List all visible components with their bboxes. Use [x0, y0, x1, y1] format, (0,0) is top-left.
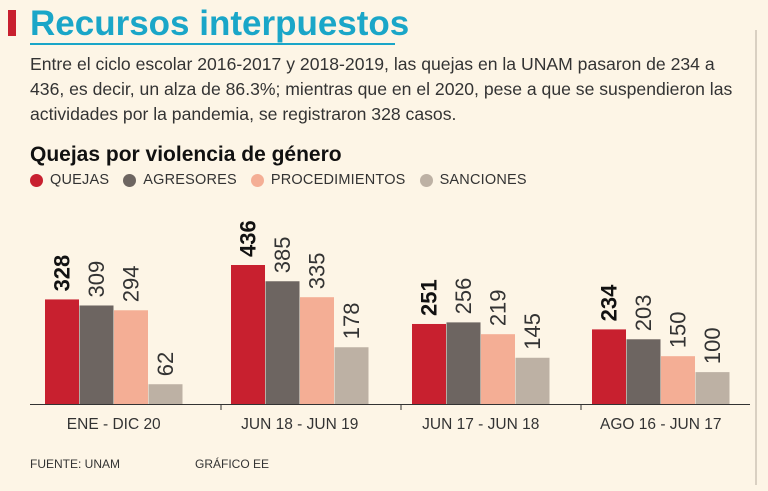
value-label-procedimientos-1: 335	[305, 252, 330, 289]
value-label-agresores-1: 385	[270, 237, 295, 274]
value-label-agresores-3: 203	[631, 295, 656, 332]
category-label-3: AGO 16 - JUN 17	[600, 416, 721, 433]
bar-quejas-0	[45, 299, 79, 404]
bar-procedimientos-2	[481, 334, 515, 404]
chart-title: Quejas por violencia de género	[30, 143, 342, 166]
bar-sanciones-1	[334, 347, 369, 404]
legend-label-agresores: AGRESORES	[143, 172, 237, 188]
value-label-quejas-1: 436	[236, 220, 261, 257]
bar-agresores-3	[626, 339, 661, 404]
legend-label-quejas: QUEJAS	[50, 172, 110, 188]
right-divider	[755, 30, 757, 485]
bar-procedimientos-3	[661, 356, 695, 404]
bar-quejas-3	[592, 329, 626, 404]
value-label-quejas-3: 234	[597, 284, 622, 321]
legend-swatch-procedimientos	[250, 173, 264, 187]
value-label-procedimientos-3: 150	[666, 311, 691, 348]
legend-label-sanciones: SANCIONES	[439, 172, 527, 188]
bar-sanciones-0	[148, 384, 183, 404]
source-note: FUENTE: UNAM	[30, 457, 120, 471]
legend-swatch-quejas	[30, 173, 43, 187]
legend-label-procedimientos: PROCEDIMIENTOS	[270, 172, 406, 188]
bar-sanciones-2	[515, 357, 550, 404]
category-label-0: ENE - DIC 20	[67, 416, 161, 433]
value-label-sanciones-1: 178	[339, 303, 364, 340]
value-label-sanciones-2: 145	[520, 313, 545, 350]
value-label-agresores-2: 256	[451, 278, 476, 315]
bar-procedimientos-1	[300, 297, 334, 404]
value-label-agresores-0: 309	[84, 261, 109, 298]
value-label-quejas-2: 251	[417, 279, 442, 316]
intro-paragraph: Entre el ciclo escolar 2016-2017 y 2018-…	[30, 54, 733, 124]
bar-agresores-1	[265, 281, 300, 404]
graphic-credit: GRÁFICO EE	[195, 457, 270, 471]
bar-agresores-0	[79, 305, 114, 404]
value-label-quejas-0: 328	[50, 255, 75, 292]
value-label-sanciones-0: 62	[153, 352, 178, 376]
page-title: Recursos interpuestos	[30, 4, 410, 43]
legend-swatch-sanciones	[419, 173, 433, 187]
category-label-1: JUN 18 - JUN 19	[241, 416, 358, 433]
bar-sanciones-3	[695, 372, 730, 404]
legend-item-quejas: QUEJAS	[30, 172, 109, 188]
legend-item-agresores: AGRESORES	[123, 172, 237, 188]
value-label-procedimientos-2: 219	[486, 289, 511, 326]
bar-agresores-2	[446, 322, 481, 404]
legend-swatch-agresores	[123, 173, 137, 187]
bar-quejas-2	[412, 323, 446, 404]
bar-quejas-1	[231, 265, 265, 404]
legend-item-procedimientos: PROCEDIMIENTOS	[250, 172, 406, 188]
title-rule	[30, 43, 395, 45]
chart-legend: QUEJAS AGRESORES PROCEDIMIENTOS SANCIONE…	[30, 170, 541, 190]
value-label-sanciones-3: 100	[700, 327, 725, 364]
category-label-2: JUN 17 - JUN 18	[422, 416, 539, 433]
bar-procedimientos-0	[114, 310, 148, 404]
title-accent-bar	[8, 10, 16, 36]
legend-item-sanciones: SANCIONES	[419, 172, 527, 188]
value-label-procedimientos-0: 294	[119, 266, 144, 303]
